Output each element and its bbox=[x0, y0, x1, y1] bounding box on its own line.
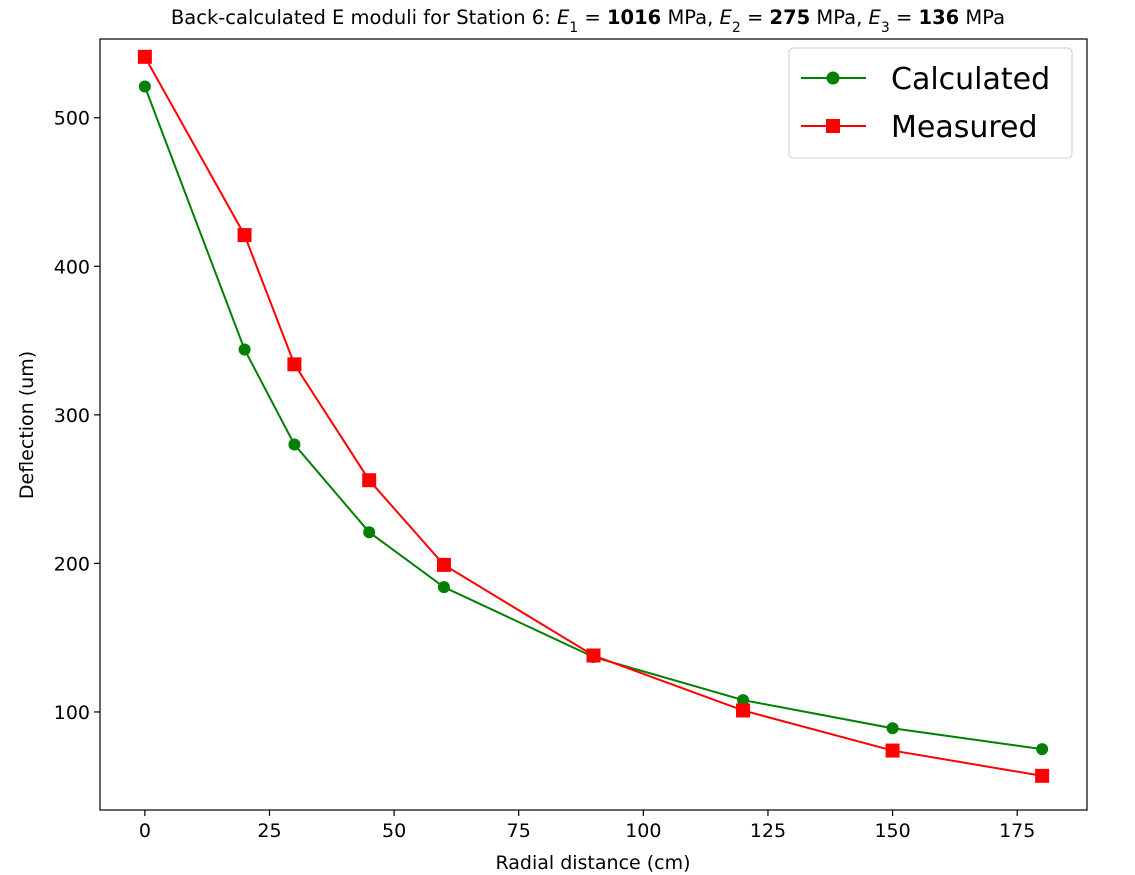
title-modulus-subscript: 3 bbox=[881, 20, 890, 36]
y-tick-label: 300 bbox=[54, 405, 90, 427]
title-modulus-value: 136 bbox=[919, 6, 960, 29]
title-modulus-value: 275 bbox=[770, 6, 811, 29]
title-modulus-subscript: 1 bbox=[569, 20, 578, 36]
x-tick-label: 150 bbox=[874, 820, 910, 842]
x-tick-label: 50 bbox=[382, 820, 406, 842]
y-tick-label: 500 bbox=[54, 108, 90, 130]
data-point-calculated bbox=[737, 694, 750, 707]
data-point-measured bbox=[586, 648, 601, 663]
x-tick-label: 175 bbox=[999, 820, 1035, 842]
chart-title: Back-calculated E moduli for Station 6: … bbox=[171, 6, 1005, 36]
x-tick-label: 125 bbox=[750, 820, 786, 842]
data-point-measured bbox=[137, 49, 152, 64]
x-tick-label: 100 bbox=[625, 820, 661, 842]
plot-area: 0 25 50 75 100 125 150 175 100 200 300 400 500 Calcul… bbox=[54, 38, 1088, 842]
data-point-calculated bbox=[288, 438, 301, 451]
legend-box bbox=[788, 47, 1073, 159]
title-modulus-symbol: E bbox=[720, 6, 733, 29]
data-point-measured bbox=[362, 473, 377, 488]
x-axis-label: Radial distance (cm) bbox=[495, 852, 690, 874]
title-modulus-value: 1016 bbox=[607, 6, 661, 29]
title-modulus-subscript: 2 bbox=[732, 20, 741, 36]
axes-frame bbox=[99, 38, 1088, 811]
legend-label-calculated: Calculated bbox=[891, 62, 1050, 97]
data-point-calculated bbox=[886, 722, 899, 735]
legend-marker-measured bbox=[826, 119, 840, 133]
data-point-measured bbox=[1035, 768, 1050, 783]
y-tick-label: 200 bbox=[54, 553, 90, 575]
data-point-calculated bbox=[138, 80, 151, 93]
x-tick-label: 75 bbox=[507, 820, 531, 842]
y-tick-label: 100 bbox=[54, 702, 90, 724]
data-point-measured bbox=[237, 228, 252, 243]
legend-marker-calculated bbox=[826, 71, 840, 85]
y-axis-label: Deflection (um) bbox=[16, 351, 38, 499]
data-point-calculated bbox=[363, 526, 376, 539]
x-tick-label: 0 bbox=[139, 820, 151, 842]
data-point-measured bbox=[436, 557, 451, 572]
title-modulus-symbol: E bbox=[557, 6, 570, 29]
title-modulus-symbol: E bbox=[869, 6, 882, 29]
data-point-calculated bbox=[238, 343, 251, 356]
data-point-calculated bbox=[1036, 743, 1049, 756]
data-point-calculated bbox=[437, 581, 450, 594]
data-point-measured bbox=[287, 357, 302, 372]
legend-label-measured: Measured bbox=[891, 110, 1038, 145]
data-point-measured bbox=[736, 703, 751, 718]
x-tick-label: 25 bbox=[257, 820, 281, 842]
legend: Calculated Measured bbox=[788, 47, 1073, 159]
data-point-measured bbox=[885, 743, 900, 758]
y-tick-label: 400 bbox=[54, 256, 90, 278]
